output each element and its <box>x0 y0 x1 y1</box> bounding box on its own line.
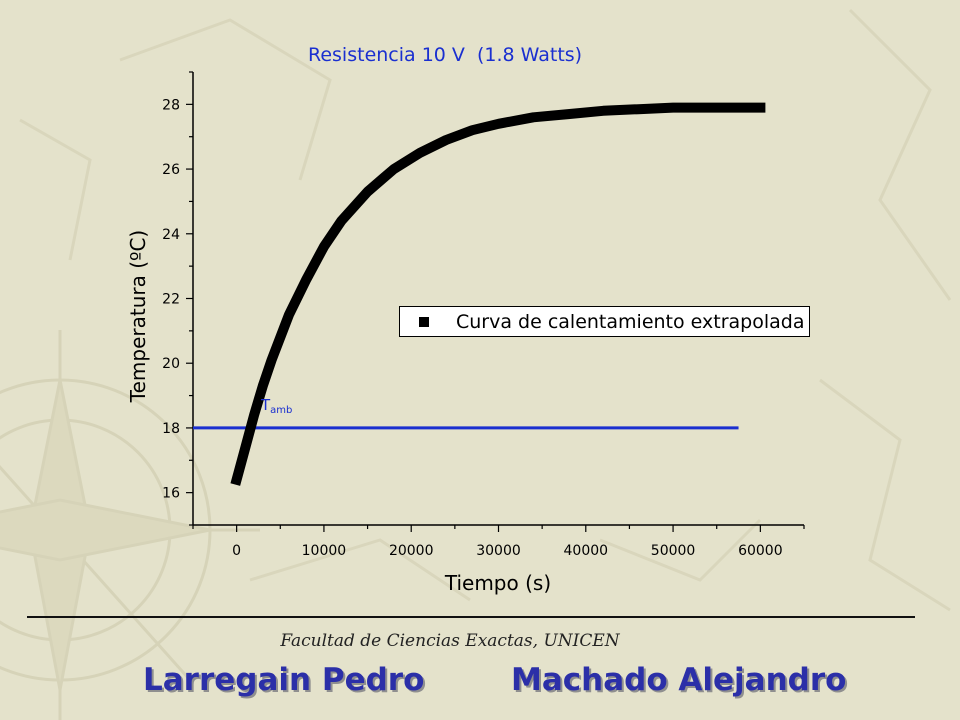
y-tick-label: 28 <box>162 97 180 113</box>
x-axis-ticks: 0 10000 20000 30000 40000 50000 60000 <box>192 525 805 559</box>
legend-label: Curva de calentamiento extrapolada <box>456 311 805 333</box>
y-tick-label: 20 <box>162 356 180 372</box>
x-tick-label: 60000 <box>738 543 783 559</box>
x-tick-label: 10000 <box>302 543 347 559</box>
y-tick-label: 26 <box>162 162 180 178</box>
annotation-subscript: amb <box>270 405 293 416</box>
x-tick-label: 40000 <box>564 543 609 559</box>
y-tick-label: 24 <box>162 227 180 243</box>
y-tick-label: 16 <box>162 486 180 502</box>
chart-legend: Curva de calentamiento extrapolada <box>399 306 810 337</box>
x-tick-label: 0 <box>232 543 241 559</box>
y-axis-ticks: 16 18 20 22 24 26 28 <box>162 71 193 526</box>
x-axis-label: Tiempo (s) <box>444 571 551 595</box>
x-tick-label: 30000 <box>476 543 521 559</box>
ambient-temperature-annotation: Tamb <box>261 396 292 416</box>
legend-swatch <box>419 317 429 327</box>
x-tick-label: 50000 <box>651 543 696 559</box>
y-tick-label: 22 <box>162 292 180 308</box>
y-tick-label: 18 <box>162 421 180 437</box>
faculty-name: Facultad de Ciencias Exactas, UNICEN <box>280 631 620 651</box>
y-axis-label: Temperatura (ºC) <box>126 230 150 403</box>
author-name: Larregain Pedro <box>143 662 425 698</box>
author-name: Machado Alejandro <box>511 662 847 698</box>
series-line-heating-curve <box>230 102 766 486</box>
annotation-base: T <box>261 396 271 414</box>
footer-divider <box>27 616 915 618</box>
chart-title: Resistencia 10 V (1.8 Watts) <box>308 44 583 66</box>
x-tick-label: 20000 <box>389 543 434 559</box>
